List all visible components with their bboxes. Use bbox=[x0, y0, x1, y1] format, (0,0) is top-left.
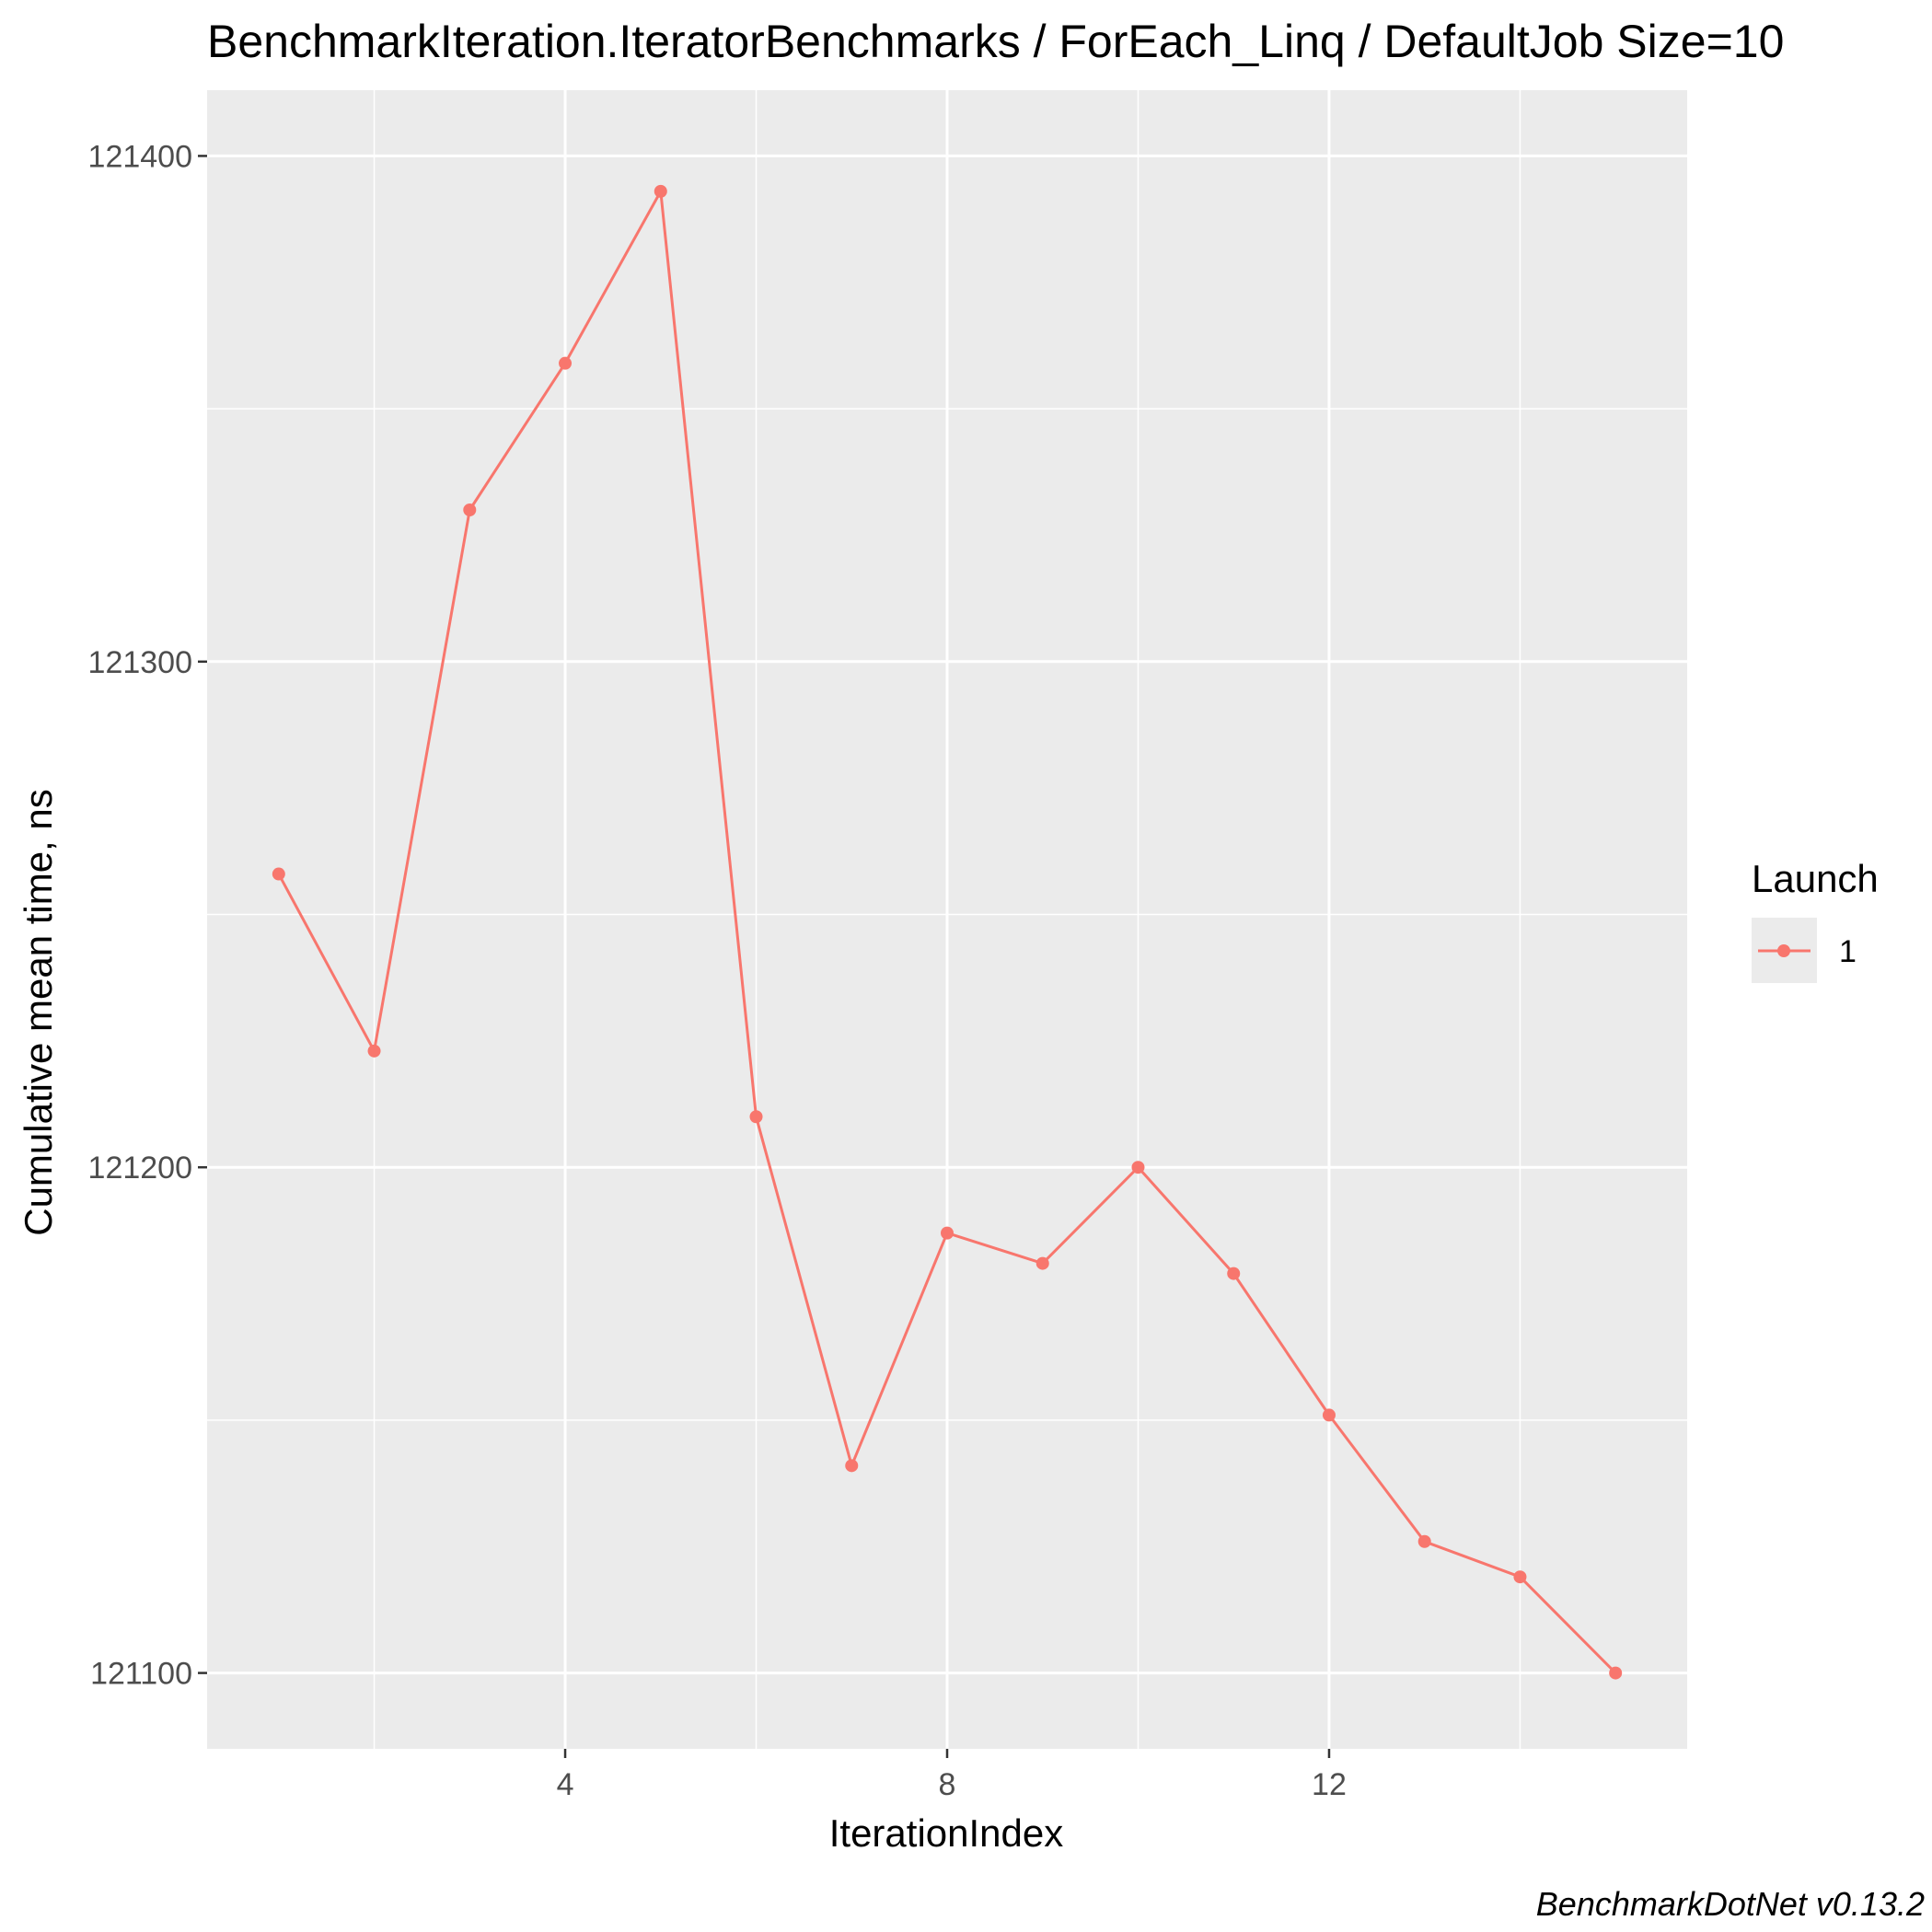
data-point bbox=[1322, 1408, 1336, 1422]
y-tick-label: 121200 bbox=[88, 1151, 192, 1186]
axis-ticks bbox=[198, 155, 1331, 1758]
x-tick-label: 8 bbox=[939, 1767, 956, 1802]
data-point bbox=[1417, 1534, 1431, 1548]
data-point bbox=[1131, 1161, 1145, 1174]
data-point bbox=[654, 184, 667, 198]
y-tick-label: 121400 bbox=[88, 139, 192, 174]
data-point bbox=[463, 503, 477, 516]
x-axis-title: IterationIndex bbox=[829, 1811, 1064, 1855]
data-point bbox=[272, 867, 285, 881]
y-tick-label: 121300 bbox=[88, 645, 192, 680]
data-point bbox=[367, 1044, 381, 1058]
data-point bbox=[1227, 1267, 1241, 1280]
legend-title: Launch bbox=[1752, 857, 1879, 900]
legend: Launch 1 bbox=[1752, 857, 1879, 983]
y-tick-label: 121100 bbox=[90, 1657, 192, 1692]
legend-key-point bbox=[1777, 944, 1790, 957]
data-point bbox=[749, 1110, 763, 1124]
x-axis-tick-labels: 4 8 12 bbox=[557, 1767, 1347, 1802]
data-point bbox=[559, 356, 573, 370]
legend-label-1: 1 bbox=[1839, 934, 1857, 969]
series-layer bbox=[272, 184, 1623, 1680]
x-tick-label: 4 bbox=[557, 1767, 574, 1802]
data-point bbox=[845, 1459, 859, 1473]
data-point bbox=[1035, 1256, 1049, 1270]
x-tick-label: 12 bbox=[1312, 1767, 1347, 1802]
y-axis-title: Cumulative mean time, ns bbox=[17, 789, 60, 1236]
chart-caption: BenchmarkDotNet v0.13.2 bbox=[1536, 1885, 1925, 1923]
y-axis-tick-labels: 121100 121200 121300 121400 bbox=[88, 139, 192, 1691]
data-point bbox=[1609, 1666, 1623, 1680]
chart-title: BenchmarkIteration.IteratorBenchmarks / … bbox=[207, 16, 1784, 67]
data-point bbox=[1513, 1570, 1527, 1584]
data-point bbox=[941, 1226, 954, 1240]
